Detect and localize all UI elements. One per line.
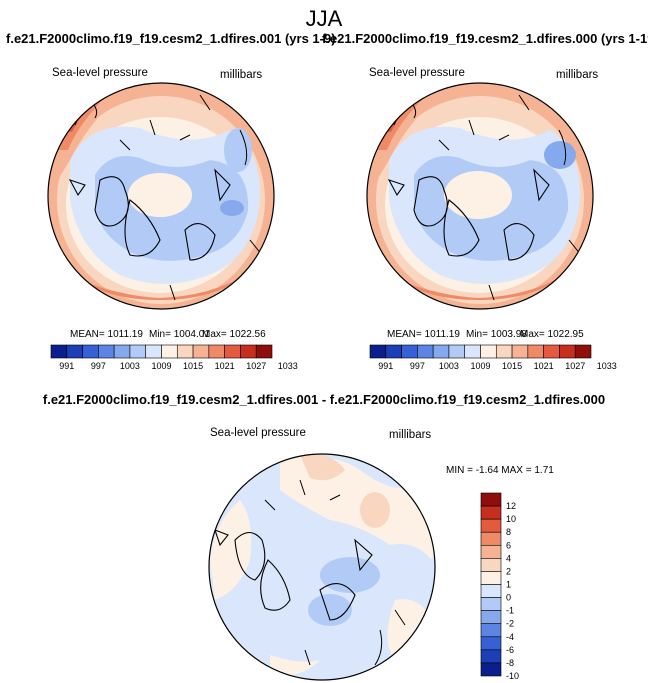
diff-units: millibars	[389, 429, 432, 441]
map-diff	[208, 453, 436, 681]
page-title: JJA	[305, 6, 343, 31]
colorbar-diff-tick-label: 10	[506, 514, 516, 524]
colorbar-right-tick-label: 1003	[439, 361, 459, 371]
colorbar-left-swatch	[192, 344, 210, 359]
colorbar-diff-swatch	[480, 584, 502, 598]
colorbar-diff-tick-label: 8	[506, 527, 511, 537]
panel-left-max: Max= 1022.56	[202, 329, 266, 340]
colorbar-right-tick-label: 991	[378, 361, 393, 371]
colorbar-diff-tick-label: -1	[506, 606, 514, 616]
colorbar-diff-swatch	[480, 649, 502, 664]
colorbar-diff-tick-label: -10	[506, 671, 519, 681]
colorbar-right-swatch	[480, 344, 497, 359]
colorbar-diff-tick-label: 6	[506, 540, 511, 550]
colorbar-left-swatch	[176, 344, 194, 359]
colorbar-diff-swatch	[480, 623, 502, 638]
colorbar-diff-tick-label: -2	[506, 619, 514, 629]
colorbar-left-swatch	[50, 344, 68, 359]
colorbar-diff-tick-label: -6	[506, 645, 514, 655]
map-right	[366, 82, 594, 310]
colorbar-right-swatch	[559, 344, 576, 359]
colorbar-diff-tick-label: 2	[506, 566, 511, 576]
colorbar-left-swatch	[66, 344, 83, 359]
colorbar-right-tick-label: 1027	[565, 361, 585, 371]
colorbar-diff-swatch	[480, 610, 502, 625]
colorbar-diff-tick-label: 0	[506, 593, 511, 603]
colorbar-diff-swatch	[480, 597, 502, 611]
colorbar-right-tick-label: 1021	[534, 361, 554, 371]
panel-left-min: Min= 1004.01	[149, 329, 210, 340]
colorbar-diff-swatch	[480, 492, 502, 507]
panel-right-mean: MEAN= 1011.19	[387, 329, 460, 340]
colorbar-diff-swatch	[480, 571, 502, 585]
colorbar-diff-swatch	[480, 531, 502, 546]
panel-right-subtitle: f.e21.F2000climo.f19_f19.cesm2_1.dfires.…	[322, 31, 648, 46]
colorbar-left-swatch	[82, 344, 99, 359]
colorbar-left-tick-label: 1009	[151, 361, 171, 371]
colorbar-right-swatch	[543, 344, 560, 359]
colorbar-right-swatch	[511, 344, 529, 359]
map-left	[47, 82, 275, 310]
diff-variable: Sea-level pressure	[210, 427, 306, 439]
diff-title: f.e21.F2000climo.f19_f19.cesm2_1.dfires.…	[42, 392, 606, 407]
colorbar-diff-tick-label: -8	[506, 658, 514, 668]
panel-right-min: Min= 1003.98	[466, 329, 527, 340]
colorbar-left-swatch	[145, 344, 162, 359]
colorbar-left-swatch	[208, 344, 225, 359]
colorbar-left-tick-label: 1033	[278, 361, 298, 371]
colorbar-right-swatch	[448, 344, 466, 359]
colorbar-right-tick-label: 1015	[502, 361, 522, 371]
colorbar-diff-tick-label: 1	[506, 580, 511, 590]
colorbar-left: 991 997 1003 1009 1015 1021 1027 1033	[50, 344, 298, 371]
colorbar-right-swatch	[527, 344, 544, 359]
colorbar-left-tick-label: 1015	[183, 361, 203, 371]
colorbar-left-tick-label: 997	[91, 361, 106, 371]
colorbar-diff-tick-label: 4	[506, 553, 511, 563]
colorbar-left-swatch	[224, 344, 241, 359]
colorbar-right-tick-label: 1009	[470, 361, 490, 371]
panel-left-units: millibars	[220, 69, 263, 81]
colorbar-left-tick-label: 991	[59, 361, 74, 371]
panel-left-mean: MEAN= 1011.19	[70, 329, 143, 340]
colorbar-right-tick-label: 997	[410, 361, 425, 371]
colorbar-diff-swatch	[480, 518, 502, 533]
colorbar-right-swatch	[385, 344, 402, 359]
panel-right-max: Max= 1022.95	[520, 329, 584, 340]
colorbar-diff-tick-label: 12	[506, 501, 516, 511]
colorbar-right-swatch	[417, 344, 434, 359]
colorbar-right-swatch	[464, 344, 481, 359]
colorbar-diff-swatch	[480, 505, 502, 520]
panel-right-variable: Sea-level pressure	[369, 67, 465, 79]
panel-left-subtitle: f.e21.F2000climo.f19_f19.cesm2_1.dfires.…	[6, 31, 336, 46]
colorbar-left-swatch	[129, 344, 147, 359]
diff-stats: MIN = -1.64 MAX = 1.71	[446, 465, 554, 476]
colorbar-left-swatch	[98, 344, 115, 359]
colorbar-right-swatch	[495, 344, 513, 359]
colorbar-right-swatch	[369, 344, 387, 359]
panel-left-variable: Sea-level pressure	[52, 67, 148, 79]
colorbar-left-tick-label: 1021	[215, 361, 235, 371]
colorbar-right-tick-label: 1033	[597, 361, 617, 371]
colorbar-right-swatch	[432, 344, 450, 359]
colorbar-diff-swatch	[480, 636, 502, 651]
colorbar-diff-swatch	[480, 544, 502, 559]
colorbar-left-swatch	[240, 344, 257, 359]
colorbar-right-swatch	[574, 344, 592, 359]
colorbar-diff-swatch	[480, 662, 502, 677]
colorbar-left-swatch	[113, 344, 131, 359]
colorbar-right: 991 997 1003 1009 1015 1021 1027 1033	[369, 344, 617, 371]
colorbar-right-swatch	[401, 344, 418, 359]
panel-right-units: millibars	[556, 69, 599, 81]
colorbar-diff-tick-label: -4	[506, 632, 514, 642]
colorbar-left-swatch	[161, 344, 178, 359]
colorbar-left-swatch	[255, 344, 273, 359]
colorbar-left-tick-label: 1027	[246, 361, 266, 371]
colorbar-diff-swatch	[480, 558, 502, 572]
colorbar-left-tick-label: 1003	[120, 361, 140, 371]
